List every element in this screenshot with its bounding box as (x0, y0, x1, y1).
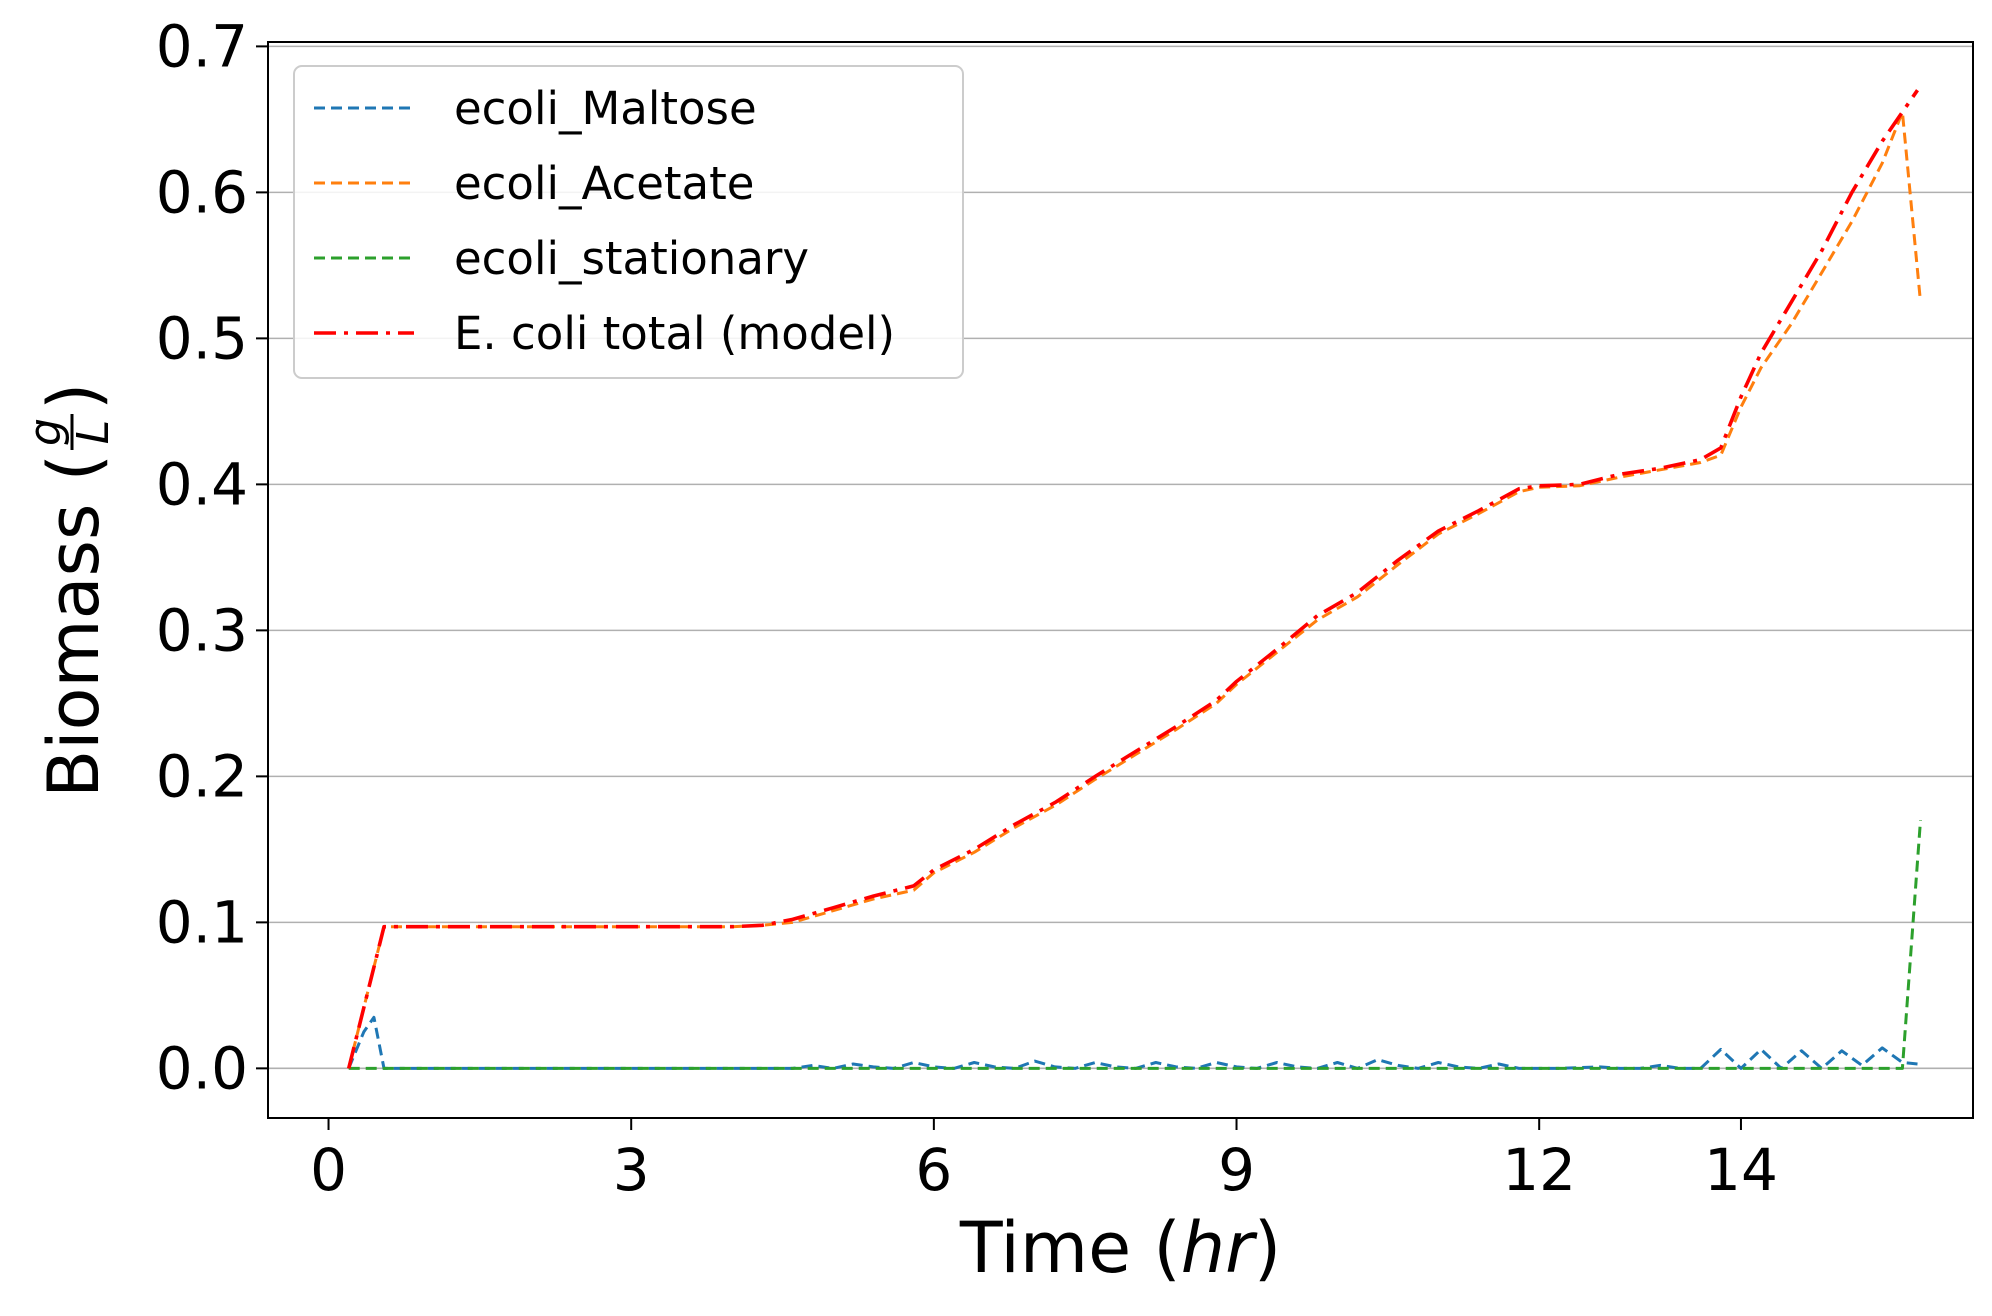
x-tick-label: 0 (310, 1136, 347, 1204)
legend-entry: ecoli_stationary (314, 232, 809, 285)
series-line-ecoli-acetate (347, 110, 1922, 1069)
plot-frame (267, 41, 1974, 1119)
x-tick-label: 3 (613, 1136, 650, 1204)
y-tick-label: 0.2 (156, 742, 248, 810)
y-axis-label-prefix: Biomass ( (33, 454, 115, 798)
y-tick-label: 0.3 (156, 596, 248, 664)
legend: ecoli_Maltose ecoli_Acetate ecoli_stationa… (293, 65, 964, 379)
x-axis-label: Time (hr) (959, 1207, 1281, 1289)
y-tick-label: 0.0 (156, 1034, 248, 1102)
legend-box (293, 65, 964, 379)
y-tick-label: 0.6 (156, 158, 248, 226)
y-tick-label: 0.5 (156, 304, 248, 372)
axis-ticks: 0.0 0.1 0.2 0.3 0.4 0.5 0.6 0.7 0 3 6 9 12 14 (156, 12, 1778, 1204)
legend-entry: ecoli_Acetate (314, 157, 754, 210)
y-axis-label-denominator: L (68, 420, 119, 445)
legend-label: E. coli total (model) (454, 307, 895, 360)
x-tick-label: 12 (1502, 1136, 1576, 1204)
y-axis-label-suffix: ) (33, 383, 115, 410)
y-tick-label: 0.4 (156, 450, 248, 518)
series-lines (346, 89, 1922, 1070)
x-tick-label: 14 (1704, 1136, 1778, 1204)
x-tick-label: 9 (1218, 1136, 1255, 1204)
x-axis-label-prefix: Time ( (959, 1207, 1181, 1289)
legend-entry: ecoli_Maltose (314, 82, 757, 135)
legend-label: ecoli_Acetate (454, 157, 754, 210)
legend-entry: E. coli total (model) (314, 307, 895, 360)
y-tick-label: 0.7 (156, 12, 248, 80)
x-axis-label-unit: hr (1181, 1207, 1258, 1289)
series-line-ecoli-stationary (348, 820, 1922, 1070)
y-axis-label-numerator: g (20, 418, 71, 446)
x-tick-label: 6 (915, 1136, 952, 1204)
legend-label: ecoli_stationary (454, 232, 809, 285)
y-axis-label: Biomass ( g L ) (20, 383, 119, 798)
series-line-e-coli-total-model (346, 89, 1919, 1069)
y-tick-label: 0.1 (156, 888, 248, 956)
x-axis-label-suffix: ) (1254, 1207, 1281, 1289)
legend-label: ecoli_Maltose (454, 82, 757, 135)
